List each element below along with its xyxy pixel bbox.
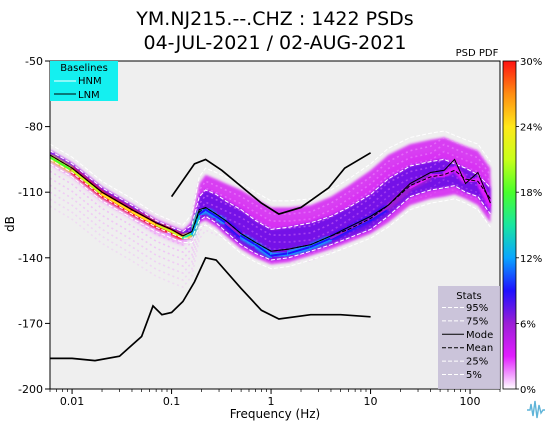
x-axis: 0.01 0.1 1 10 100 — [49, 389, 501, 408]
stats-legend-label: 95% — [466, 303, 488, 314]
y-tick-label: -140 — [18, 252, 43, 265]
stats-legend-title: Stats — [456, 291, 482, 302]
p5-line — [50, 163, 491, 270]
density-ridge-core — [130, 210, 158, 226]
colorbar-tick-label: 18% — [520, 188, 542, 199]
stats-legend-label: 75% — [466, 316, 488, 327]
baselines-legend-title: Baselines — [60, 63, 108, 74]
stats-legend-label: Mode — [466, 330, 493, 341]
hnm-legend-label: HNM — [78, 76, 102, 87]
p75-line — [50, 150, 491, 233]
p95-line — [50, 130, 491, 226]
density-tail-trace — [50, 150, 492, 254]
density-ridge-core — [71, 169, 104, 196]
density-inner-band — [50, 150, 491, 260]
density-tail-trace — [50, 157, 492, 261]
density-ridge-core — [387, 186, 412, 209]
nhnm-curve — [170, 152, 372, 216]
y-axis-label: dB — [3, 216, 17, 232]
y-tick-label: -110 — [18, 186, 43, 199]
density-ridge — [50, 154, 494, 259]
nlnm-curve — [50, 256, 371, 362]
p25-line — [50, 158, 491, 261]
density-tail-trace — [50, 178, 492, 282]
x-axis-label: Frequency (Hz) — [230, 407, 321, 421]
mode-line — [50, 154, 491, 252]
colorbar-tick-label: 30% — [520, 57, 542, 68]
y-tick-label: -200 — [18, 383, 43, 396]
density-tail-trace — [50, 164, 492, 268]
density-tail-trace — [50, 171, 492, 275]
x-tick-label: 0.01 — [60, 395, 85, 408]
density-outer-band — [50, 137, 491, 265]
psd-lines-layer — [50, 130, 491, 362]
colorbar-tick-label: 24% — [520, 123, 542, 134]
x-tick-label: 100 — [460, 395, 481, 408]
density-ridge-core — [409, 175, 432, 189]
density-ridge-core — [254, 243, 273, 257]
colorbar-rect — [502, 60, 517, 390]
density-tail-trace — [50, 143, 492, 247]
logo-icon — [524, 398, 546, 420]
y-tick-label: -80 — [25, 121, 43, 134]
stats-legend-box — [438, 286, 500, 389]
y-tick-label: -50 — [25, 55, 43, 68]
density-ridge-core — [369, 206, 390, 220]
density-ridge-core — [50, 156, 74, 172]
y-axis: -50 -80 -110 -140 -170 -200 — [18, 55, 50, 396]
baselines-legend: Baselines HNM LNM — [50, 61, 118, 101]
chart-title: YM.NJ215.--.CHZ : 1422 PSDs — [135, 8, 413, 30]
density-ridge-core — [309, 237, 332, 248]
plot-frame — [49, 60, 501, 390]
colorbar-tick-label: 12% — [520, 254, 542, 265]
psd-density-layer — [50, 136, 494, 289]
stats-legend: Stats 95% 75% Mode Mean 25% 5% — [438, 286, 500, 389]
stats-legend-label: Mean — [466, 343, 493, 354]
density-ridge-core — [224, 221, 243, 237]
chart-subtitle: 04-JUL-2021 / 02-AUG-2021 — [144, 32, 407, 54]
density-tail-trace — [50, 185, 492, 289]
colorbar-ticks: 0% 6% 12% 18% 24% 30% — [516, 57, 542, 396]
x-tick-label: 10 — [364, 395, 378, 408]
colorbar-title: PSD PDF — [456, 48, 499, 59]
lnm-legend-label: LNM — [78, 90, 100, 101]
stats-legend-items: 95% 75% Mode Mean 25% 5% — [442, 303, 493, 381]
stats-legend-label: 5% — [466, 370, 482, 381]
y-tick-label: -170 — [18, 317, 43, 330]
colorbar-tick-label: 6% — [520, 319, 536, 330]
x-tick-label: 0.1 — [163, 395, 181, 408]
density-ridge-core — [190, 213, 201, 235]
x-tick-label: 1 — [268, 395, 275, 408]
stats-legend-label: 25% — [466, 357, 488, 368]
density-ridge-core — [101, 193, 133, 213]
density-ridge-core — [287, 245, 312, 255]
colorbar-tick-label: 0% — [520, 385, 536, 396]
